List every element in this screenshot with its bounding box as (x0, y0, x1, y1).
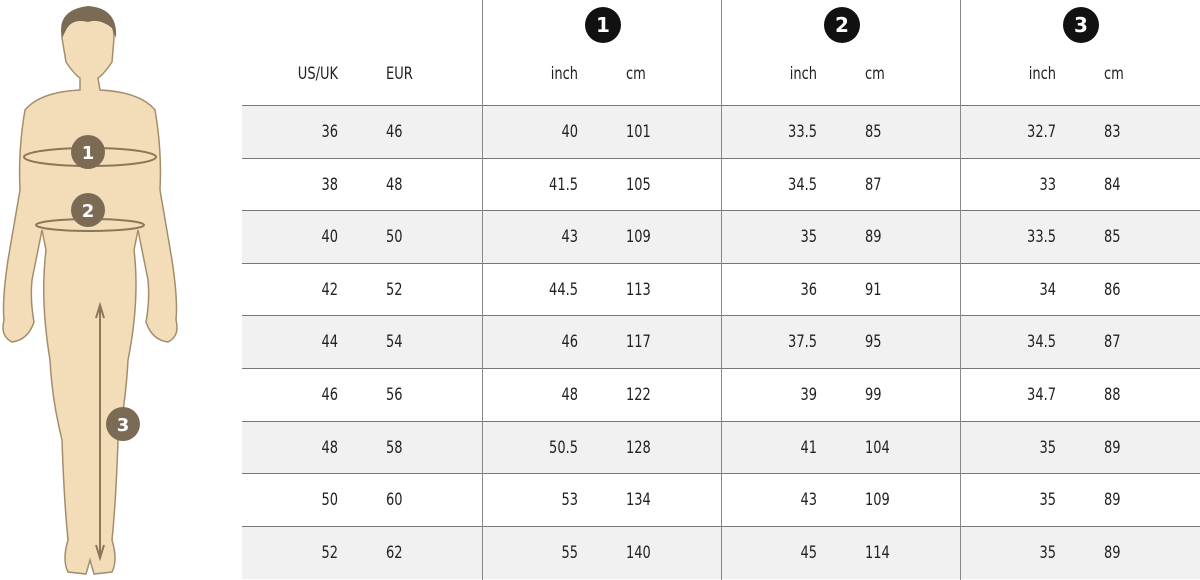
size-chart-table: 36 46 40 101 33.5 85 32.7 83 38 48 41.5 105 34.5 87 33… (242, 0, 1200, 580)
cell-m3-in: 34.7 (1027, 385, 1056, 405)
cell-m2-cm: 109 (865, 490, 890, 511)
cell-m2-in: 45 (800, 542, 817, 563)
cell-m3-cm: 89 (1104, 437, 1121, 458)
cell-m3-cm: 88 (1104, 385, 1121, 405)
cell-eur: 62 (386, 542, 403, 563)
cell-us: 48 (321, 437, 338, 458)
marker-2: 2 (71, 193, 105, 227)
cell-m1-in: 43 (561, 227, 578, 248)
cell-m2-cm: 95 (865, 332, 882, 353)
cell-m2-in: 33.5 (788, 122, 817, 142)
cell-m1-in: 50.5 (549, 437, 578, 458)
cell-us: 52 (321, 542, 338, 563)
header-us-uk: US/UK (297, 64, 338, 84)
header-cm-1: cm (626, 64, 646, 84)
cell-m3-in: 35 (1039, 542, 1056, 563)
column-divider (482, 0, 483, 580)
cell-us: 38 (321, 174, 338, 195)
marker-3: 3 (106, 407, 140, 441)
cell-m2-in: 37.5 (788, 332, 817, 353)
cell-m2-cm: 99 (865, 385, 882, 405)
cell-m3-in: 33 (1039, 174, 1056, 195)
cell-m3-in: 33.5 (1027, 227, 1056, 248)
cell-m3-cm: 85 (1104, 227, 1121, 248)
header-cm-2: cm (865, 64, 885, 84)
measure-2-badge: 2 (824, 7, 860, 43)
marker-1: 1 (71, 135, 105, 169)
cell-m2-cm: 87 (865, 174, 882, 195)
cell-m3-in: 34 (1039, 279, 1056, 300)
cell-m1-cm: 101 (626, 122, 651, 142)
cell-m1-cm: 122 (626, 385, 651, 405)
cell-m3-in: 35 (1039, 437, 1056, 458)
cell-m1-in: 46 (561, 332, 578, 353)
cell-m1-in: 40 (561, 122, 578, 142)
cell-us: 50 (321, 490, 338, 511)
cell-m1-in: 53 (561, 490, 578, 511)
cell-m1-cm: 109 (626, 227, 651, 248)
cell-eur: 56 (386, 385, 403, 405)
cell-m2-cm: 91 (865, 279, 882, 300)
svg-text:2: 2 (82, 201, 95, 222)
cell-m3-in: 35 (1039, 490, 1056, 511)
cell-m2-in: 41 (800, 437, 817, 458)
cell-m1-in: 44.5 (549, 279, 578, 300)
cell-m2-cm: 85 (865, 122, 882, 142)
cell-eur: 60 (386, 490, 403, 511)
body-silhouette (2, 7, 178, 575)
cell-us: 46 (321, 385, 338, 405)
column-divider (960, 0, 961, 580)
measure-3-badge: 3 (1063, 7, 1099, 43)
cell-eur: 54 (386, 332, 403, 353)
cell-m1-cm: 140 (626, 542, 651, 563)
hair (61, 6, 117, 38)
cell-m2-in: 34.5 (788, 174, 817, 195)
cell-m1-in: 48 (561, 385, 578, 405)
header-inch-2: inch (789, 64, 817, 84)
cell-m3-cm: 89 (1104, 542, 1121, 563)
cell-us: 36 (321, 122, 338, 142)
cell-m3-cm: 86 (1104, 279, 1121, 300)
cell-m3-cm: 87 (1104, 332, 1121, 353)
svg-text:1: 1 (82, 143, 95, 164)
cell-us: 42 (321, 279, 338, 300)
cell-m3-cm: 89 (1104, 490, 1121, 511)
cell-eur: 50 (386, 227, 403, 248)
cell-m2-in: 39 (800, 385, 817, 405)
cell-m1-cm: 128 (626, 437, 651, 458)
body-measurement-figure: 1 2 3 (2, 6, 178, 575)
header-inch-1: inch (550, 64, 578, 84)
cell-m1-cm: 105 (626, 174, 651, 195)
cell-eur: 46 (386, 122, 403, 142)
header-inch-3: inch (1028, 64, 1056, 84)
cell-m1-cm: 117 (626, 332, 651, 353)
cell-m2-in: 35 (800, 227, 817, 248)
cell-m2-cm: 114 (865, 542, 890, 563)
column-divider (721, 0, 722, 580)
cell-m1-in: 55 (561, 542, 578, 563)
cell-us: 44 (321, 332, 338, 353)
cell-us: 40 (321, 227, 338, 248)
cell-m2-in: 36 (800, 279, 817, 300)
cell-m2-cm: 89 (865, 227, 882, 248)
cell-m1-cm: 134 (626, 490, 651, 511)
cell-eur: 52 (386, 279, 403, 300)
header-eur: EUR (386, 64, 413, 84)
cell-m3-cm: 84 (1104, 174, 1121, 195)
cell-m1-in: 41.5 (549, 174, 578, 195)
cell-m1-cm: 113 (626, 279, 651, 300)
svg-text:3: 3 (117, 415, 130, 436)
cell-m2-cm: 104 (865, 437, 890, 458)
cell-m2-in: 43 (800, 490, 817, 511)
cell-eur: 48 (386, 174, 403, 195)
cell-eur: 58 (386, 437, 403, 458)
cell-m3-in: 32.7 (1027, 122, 1056, 142)
header-cm-3: cm (1104, 64, 1124, 84)
measure-1-badge: 1 (585, 7, 621, 43)
cell-m3-in: 34.5 (1027, 332, 1056, 353)
cell-m3-cm: 83 (1104, 122, 1121, 142)
